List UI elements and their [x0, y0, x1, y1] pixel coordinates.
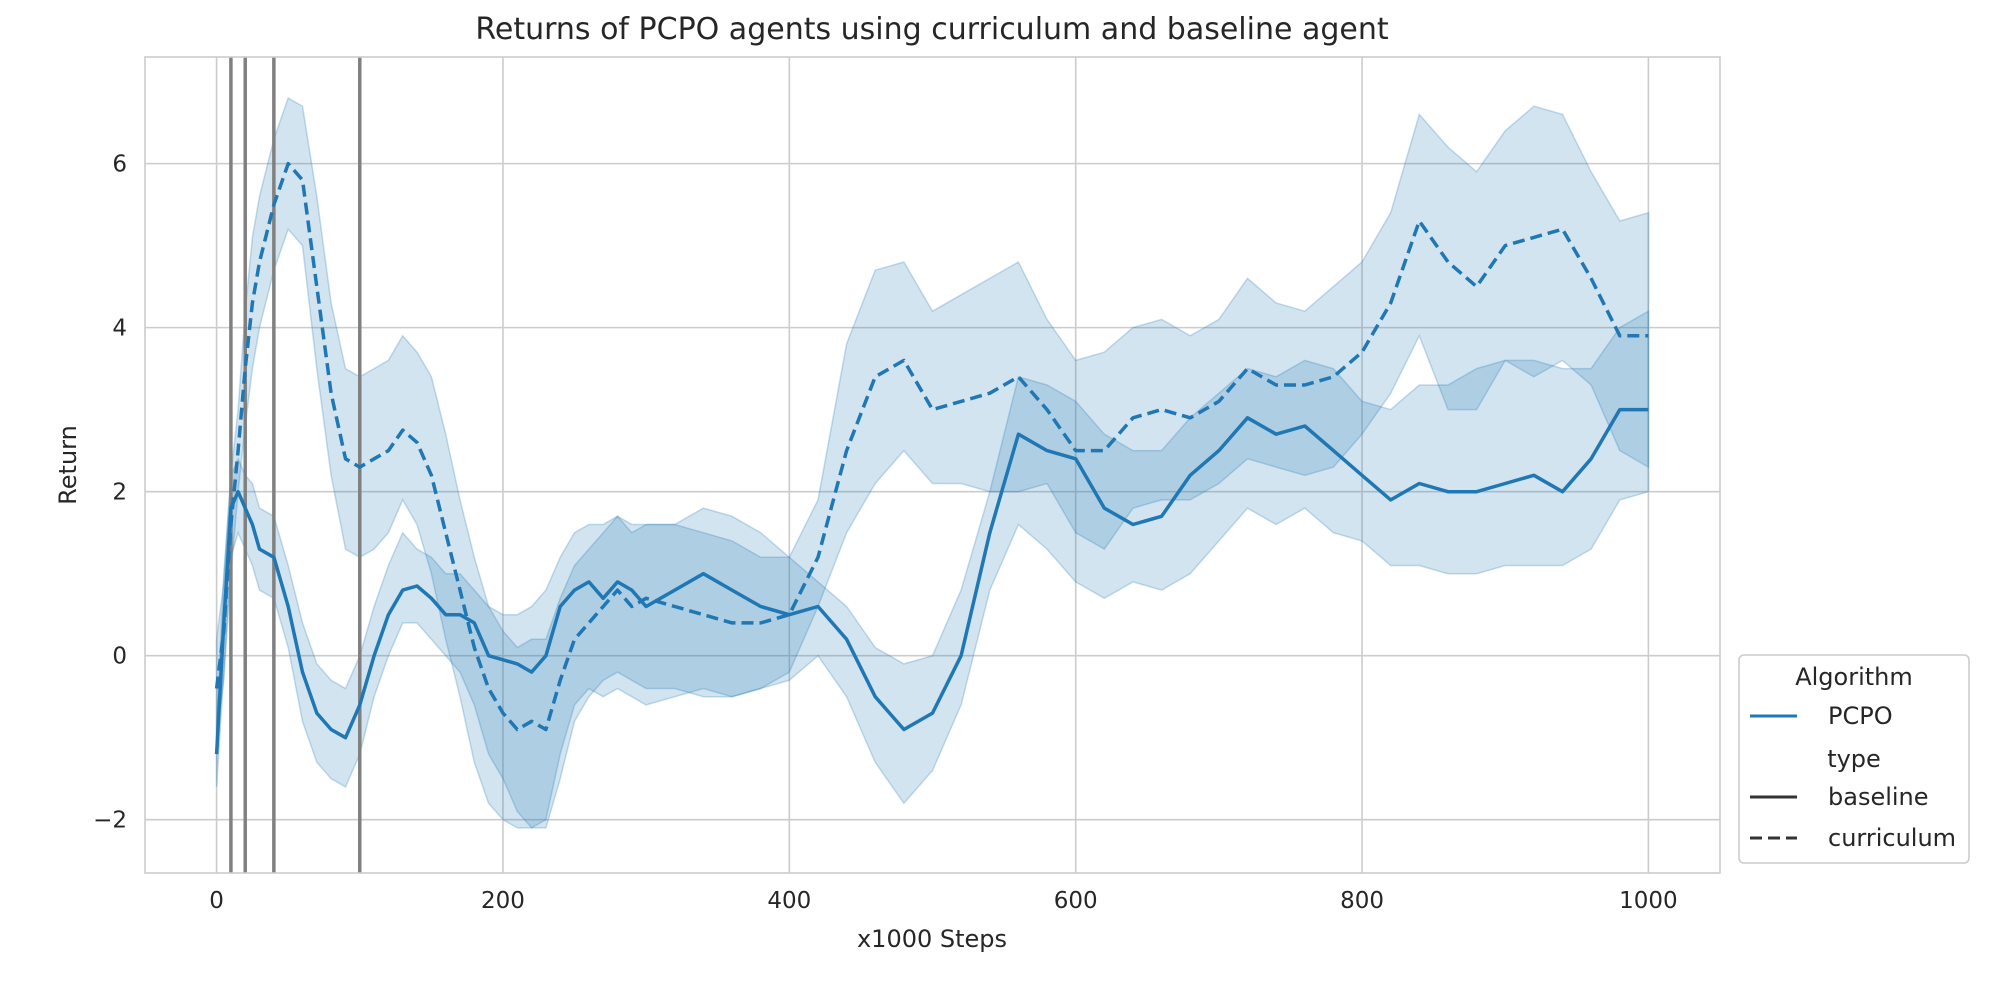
series-line-curriculum [214, 161, 1649, 732]
legend-box [1738, 654, 1970, 864]
x-tick-label: 800 [1340, 888, 1384, 914]
legend: Algorithm PCPO type baseline curriculum [1738, 654, 1970, 864]
x-tick-label: 400 [767, 888, 811, 914]
legend-title-type: type [1827, 745, 1881, 773]
y-tick-label: −2 [93, 808, 127, 834]
y-tick-labels: −2 0 2 4 6 [93, 152, 127, 834]
y-tick-label: 6 [112, 152, 127, 178]
vertical-markers [229, 57, 362, 873]
series-lines [214, 161, 1649, 755]
x-tick-label: 200 [481, 888, 525, 914]
x-tick-label: 0 [209, 888, 224, 914]
y-tick-label: 2 [112, 480, 127, 506]
confidence-band-curriculum [215, 96, 1650, 829]
legend-label-curriculum: curriculum [1828, 824, 1956, 852]
confidence-band-baseline [215, 309, 1650, 829]
plot-frame [144, 56, 1721, 874]
legend-label-baseline: baseline [1828, 783, 1929, 811]
x-tick-label: 600 [1054, 888, 1098, 914]
y-axis-label: Return [54, 425, 82, 505]
x-tick-label: 1000 [1619, 888, 1678, 914]
series-line-baseline [214, 407, 1649, 755]
legend-label-pcpo: PCPO [1828, 702, 1893, 730]
confidence-bands [215, 96, 1650, 829]
chart-title: Returns of PCPO agents using curriculum … [475, 12, 1389, 47]
x-tick-labels: 0 200 400 600 800 1000 [209, 888, 1677, 914]
y-tick-label: 4 [112, 316, 127, 342]
y-tick-label: 0 [112, 644, 127, 670]
legend-title-algorithm: Algorithm [1795, 663, 1913, 691]
x-axis-label: x1000 Steps [857, 925, 1007, 953]
